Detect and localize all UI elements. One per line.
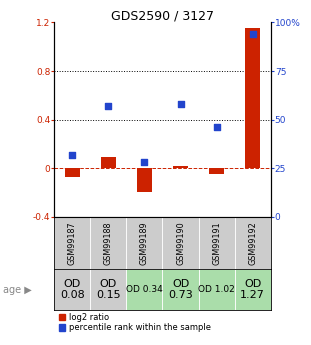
Legend: log2 ratio, percentile rank within the sample: log2 ratio, percentile rank within the s… <box>58 313 211 333</box>
Text: OD 1.02: OD 1.02 <box>198 285 235 294</box>
Bar <box>65 168 80 177</box>
Text: GSM99189: GSM99189 <box>140 221 149 265</box>
Text: OD
0.08: OD 0.08 <box>60 279 85 300</box>
Bar <box>162 217 198 269</box>
Point <box>142 160 147 165</box>
Text: OD
1.27: OD 1.27 <box>240 279 265 300</box>
Point <box>214 125 219 130</box>
Title: GDS2590 / 3127: GDS2590 / 3127 <box>111 9 214 22</box>
Point <box>178 101 183 107</box>
Bar <box>198 269 234 310</box>
Point <box>70 152 75 157</box>
Bar <box>54 217 91 269</box>
Text: OD
0.73: OD 0.73 <box>168 279 193 300</box>
Text: GSM99192: GSM99192 <box>248 221 257 265</box>
Bar <box>101 157 116 168</box>
Text: OD
0.15: OD 0.15 <box>96 279 121 300</box>
Bar <box>162 269 198 310</box>
Text: GSM99191: GSM99191 <box>212 221 221 265</box>
Text: GSM99190: GSM99190 <box>176 221 185 265</box>
Bar <box>234 217 271 269</box>
Text: age ▶: age ▶ <box>3 285 32 295</box>
Text: OD 0.34: OD 0.34 <box>126 285 163 294</box>
Bar <box>91 269 127 310</box>
Point <box>250 31 255 37</box>
Bar <box>234 269 271 310</box>
Bar <box>91 217 127 269</box>
Text: GSM99188: GSM99188 <box>104 221 113 265</box>
Point <box>106 103 111 109</box>
Bar <box>245 29 260 168</box>
Bar <box>198 217 234 269</box>
Text: GSM99187: GSM99187 <box>68 221 77 265</box>
Bar <box>54 269 91 310</box>
Bar <box>209 168 224 174</box>
Bar <box>173 166 188 168</box>
Bar <box>137 168 152 193</box>
Bar <box>127 269 162 310</box>
Bar <box>127 217 162 269</box>
